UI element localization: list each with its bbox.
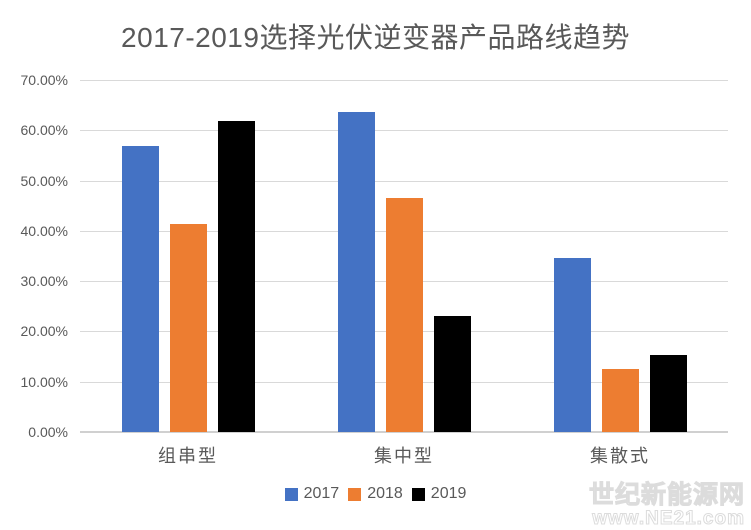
bar-2018-组串型 [169,223,207,432]
legend-label: 2017 [303,485,340,502]
x-category-label: 集散式 [590,446,650,466]
legend-swatch-icon [284,487,298,501]
legend-swatch-icon [411,487,425,501]
x-axis-line [80,431,728,433]
legend-item-2019: 2019 [411,485,467,503]
legend-item-2017: 2017 [284,485,340,503]
bar-2018-集中型 [385,198,423,432]
y-tick-label: 40.00% [20,222,68,239]
watermark-site-url: www.NE21.com [592,508,745,529]
bar-2019-集中型 [433,316,471,432]
bar-2017-组串型 [121,145,159,432]
bar-2018-集散式 [601,369,639,432]
y-tick-label: 30.00% [20,273,68,290]
gridline [80,180,728,182]
bar-2017-集中型 [337,112,375,432]
bar-2017-集散式 [553,258,591,432]
legend-swatch-icon [348,487,362,501]
legend: 2017 2018 2019 [0,485,751,503]
y-tick-label: 10.00% [20,373,68,390]
y-tick-label: 20.00% [20,323,68,340]
legend-label: 2019 [430,485,467,502]
gridline [80,80,728,81]
legend-item-2018: 2018 [348,485,403,503]
y-tick-label: 60.00% [20,122,68,139]
y-tick-label: 50.00% [20,172,68,189]
x-category-label: 集中型 [374,446,434,466]
legend-label: 2018 [367,485,403,502]
x-category-label: 组串型 [158,446,218,466]
y-tick-label: 70.00% [20,72,68,88]
y-tick-label: 0.00% [28,424,68,440]
gridline [80,130,728,132]
plot-area [80,80,728,433]
chart-title: 2017-2019选择光伏逆变器产品路线趋势 [121,22,630,53]
bar-2019-集散式 [649,355,687,432]
bar-2019-组串型 [217,121,255,432]
